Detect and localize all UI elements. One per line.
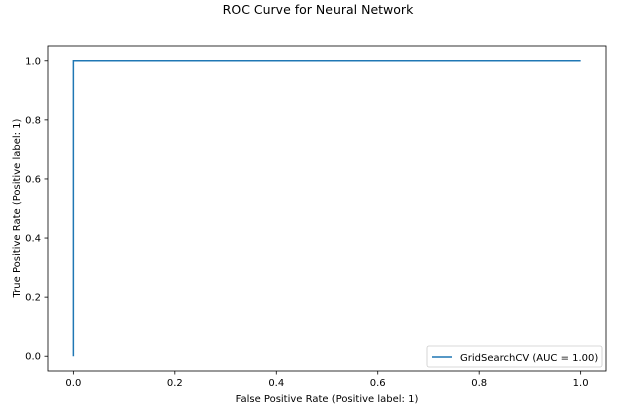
plot-area [47,45,607,372]
y-tick-label: 1.0 [25,56,41,67]
chart-title: ROC Curve for Neural Network [223,2,414,17]
series-layer [72,60,581,357]
legend: GridSearchCV (AUC = 1.00) [426,345,603,368]
x-tick-label: 0.4 [268,378,284,389]
y-tick-label: 0.2 [25,293,41,304]
legend-box [426,345,603,368]
legend-label: GridSearchCV (AUC = 1.00) [460,353,598,364]
x-tick-label: 0.8 [471,378,487,389]
x-tick-label: 1.0 [573,378,589,389]
x-tick-label: 0.0 [65,378,81,389]
x-tick-label: 0.2 [167,378,183,389]
y-tick-label: 0.6 [25,174,41,185]
x-axis-label: False Positive Rate (Positive label: 1) [236,394,419,405]
y-tick-label: 0.0 [25,352,41,363]
y-axis: 0.0 0.2 0.4 0.6 0.8 1.0 [25,56,48,363]
x-axis: 0.0 0.2 0.4 0.6 0.8 1.0 [65,371,589,389]
roc-curve-line [72,60,581,357]
y-tick-label: 0.4 [25,234,41,245]
y-axis-label: True Positive Rate (Positive label: 1) [12,118,23,298]
x-tick-label: 0.6 [370,378,386,389]
y-tick-label: 0.8 [25,115,41,126]
